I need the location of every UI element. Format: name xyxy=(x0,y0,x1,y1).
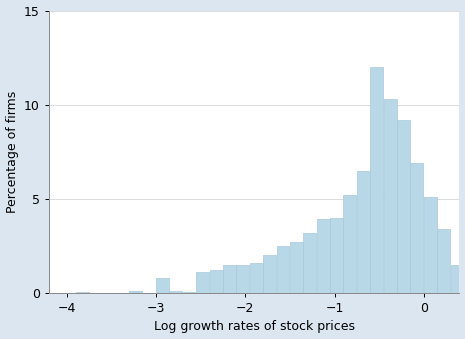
Bar xyxy=(330,218,343,293)
Bar xyxy=(210,270,223,293)
Bar xyxy=(344,195,356,293)
Bar xyxy=(169,291,182,293)
Bar xyxy=(183,292,196,293)
Bar xyxy=(303,233,316,293)
Bar xyxy=(424,197,437,293)
Bar xyxy=(384,99,397,293)
Bar xyxy=(437,229,450,293)
Bar xyxy=(196,272,209,293)
Y-axis label: Percentage of firms: Percentage of firms xyxy=(6,91,19,213)
Bar xyxy=(250,263,263,293)
Bar xyxy=(317,219,330,293)
Bar xyxy=(129,291,142,293)
Bar xyxy=(236,265,249,293)
Bar xyxy=(156,278,169,293)
Bar xyxy=(451,265,464,293)
Bar xyxy=(357,171,370,293)
Bar xyxy=(76,292,89,293)
Bar xyxy=(223,265,236,293)
Bar xyxy=(397,120,410,293)
Bar xyxy=(263,255,276,293)
Bar xyxy=(290,242,303,293)
X-axis label: Log growth rates of stock prices: Log growth rates of stock prices xyxy=(154,320,355,334)
Bar xyxy=(370,67,383,293)
Bar xyxy=(411,163,423,293)
Bar xyxy=(277,246,290,293)
